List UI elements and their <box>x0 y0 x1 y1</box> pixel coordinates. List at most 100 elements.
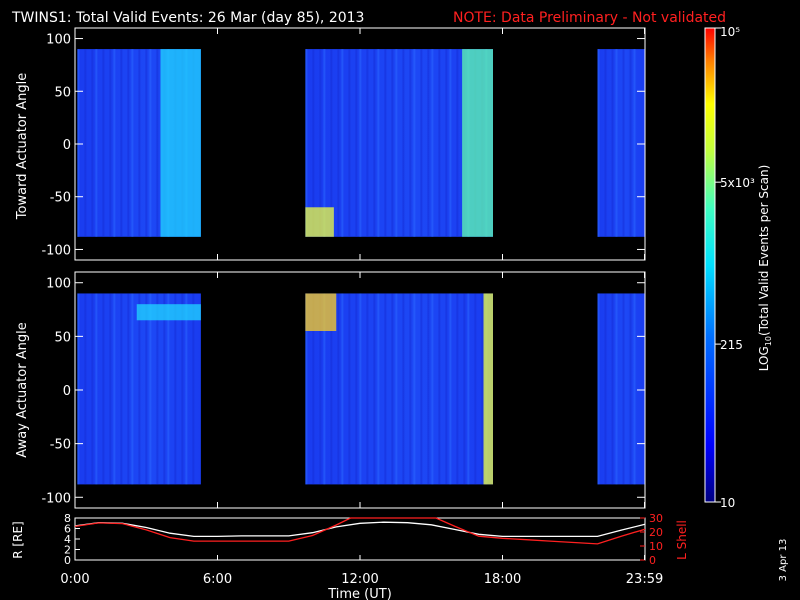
orbit-r-line <box>74 521 646 538</box>
toward-ylabel: Toward Actuator Angle <box>15 73 30 220</box>
orbit-ytick-left-label: 2 <box>64 544 71 557</box>
away-stripe <box>391 293 394 485</box>
away-stripe <box>355 293 358 485</box>
toward-stripe <box>341 49 344 237</box>
away-stripe <box>467 293 470 485</box>
away-stripe <box>622 293 625 485</box>
orbit-ytick-right-label: 0 <box>649 554 656 567</box>
toward-stripe <box>629 49 632 237</box>
toward-stripe <box>77 49 80 237</box>
toward-heatmap <box>77 49 645 237</box>
away-ylabel: Away Actuator Angle <box>15 322 30 457</box>
away-stripe <box>633 293 636 485</box>
toward-stripe <box>413 49 416 237</box>
toward-stripe <box>604 49 607 237</box>
toward-stripe <box>427 49 430 237</box>
away-stripe <box>113 293 116 485</box>
away-stripe <box>185 293 188 485</box>
away-stripe <box>305 293 308 485</box>
toward-stripe <box>113 49 116 237</box>
orbit-lines <box>74 517 646 545</box>
toward-stripe <box>391 49 394 237</box>
away-stripe <box>323 293 326 485</box>
colorbar-tick-label: 215 <box>720 338 743 352</box>
colorbar-label-rest: (Total Valid Events per Scan) <box>757 165 771 336</box>
x-axis-label: Time (UT) <box>327 587 392 600</box>
away-stripe <box>402 293 405 485</box>
away-bright-region <box>483 293 493 485</box>
away-ytick-label: 100 <box>46 277 71 292</box>
away-stripe <box>337 293 340 485</box>
away-stripe <box>131 293 134 485</box>
colorbar-tick-label: 10⁵ <box>720 25 740 39</box>
toward-bright-region <box>462 49 493 237</box>
away-stripe <box>192 293 195 485</box>
toward-stripe <box>377 49 380 237</box>
colorbar-tick-label: 5x10³ <box>720 176 755 190</box>
away-stripe <box>312 293 315 485</box>
orbit-ylabel-left: R [RE] <box>11 521 25 558</box>
toward-stripe <box>91 49 94 237</box>
away-stripe <box>95 293 98 485</box>
toward-stripe <box>615 49 618 237</box>
toward-stripe <box>312 49 315 237</box>
toward-panel: 100 50 0 -50 -100 Toward Actuator Angle <box>15 27 646 261</box>
away-stripe <box>366 293 369 485</box>
away-stripe <box>156 293 159 485</box>
toward-stripe <box>355 49 358 237</box>
orbit-ytick-left-label: 8 <box>64 512 71 525</box>
away-stripe <box>597 293 600 485</box>
toward-stripe <box>102 49 105 237</box>
away-stripe <box>359 293 362 485</box>
toward-stripe <box>597 49 600 237</box>
toward-yaxis: 100 50 0 -50 -100 <box>41 28 646 260</box>
toward-stripe <box>156 49 159 237</box>
toward-stripe <box>330 49 333 237</box>
away-stripe <box>163 293 166 485</box>
away-stripe <box>456 293 459 485</box>
away-stripe <box>174 293 177 485</box>
away-panel: 100 50 0 -50 -100 Away Actuator Angle <box>15 271 646 509</box>
orbit-ytick-left-label: 0 <box>64 554 71 567</box>
toward-stripe <box>337 49 340 237</box>
toward-bright-region <box>305 207 334 237</box>
away-stripe <box>629 293 632 485</box>
away-stripe <box>138 293 141 485</box>
away-stripe <box>445 293 448 485</box>
away-ytick-label: -50 <box>50 438 71 453</box>
date-stamp: 3 Apr 13 <box>778 539 789 582</box>
away-stripe <box>409 293 412 485</box>
away-ytick-label: 50 <box>54 330 71 345</box>
x-tick-label: 18:00 <box>484 572 521 587</box>
colorbar-tick-label: 10 <box>720 496 735 510</box>
toward-ytick-label: 50 <box>54 85 71 100</box>
toward-stripe <box>323 49 326 237</box>
colorbar-ticks: 10 215 5x10³ 10⁵ <box>715 25 755 510</box>
away-heatmap <box>77 293 645 485</box>
toward-stripe <box>145 49 148 237</box>
away-stripe <box>109 293 112 485</box>
away-stripe <box>427 293 430 485</box>
toward-stripe <box>319 49 322 237</box>
away-stripe <box>102 293 105 485</box>
orbit-panel-frame <box>74 517 646 561</box>
away-stripe <box>330 293 333 485</box>
away-stripe <box>413 293 416 485</box>
toward-stripe <box>384 49 387 237</box>
toward-stripe <box>131 49 134 237</box>
toward-stripe <box>409 49 412 237</box>
toward-stripe <box>359 49 362 237</box>
toward-ytick-label: -100 <box>41 243 71 258</box>
orbit-ytick-right-label: 30 <box>649 512 663 525</box>
toward-ytick-label: -50 <box>50 191 71 206</box>
away-stripe <box>420 293 423 485</box>
toward-stripe <box>611 49 614 237</box>
away-stripe <box>91 293 94 485</box>
away-stripe <box>348 293 351 485</box>
away-stripe <box>395 293 398 485</box>
toward-stripe <box>95 49 98 237</box>
away-stripe <box>604 293 607 485</box>
